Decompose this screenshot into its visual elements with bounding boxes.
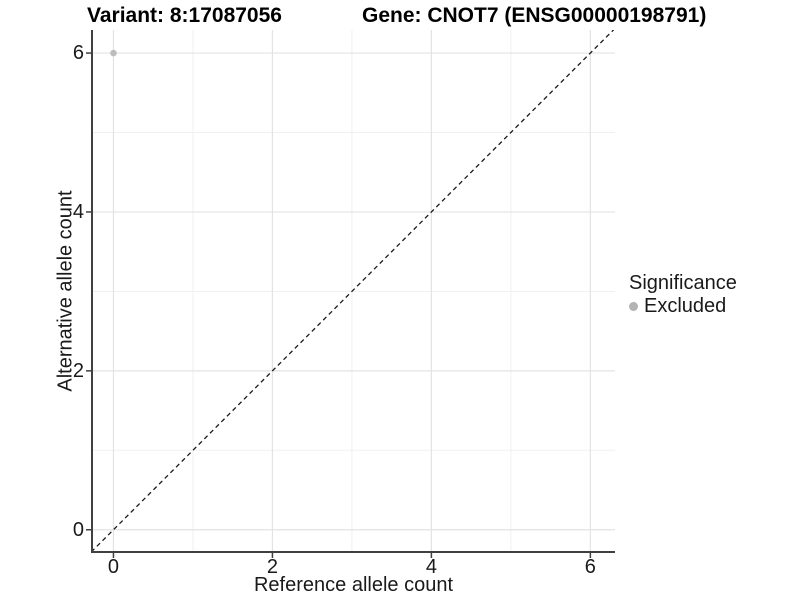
plot-title-variant: Variant: 8:17087056: [87, 4, 282, 27]
legend: Significance Excluded: [629, 272, 737, 317]
y-tick-label: 6: [72, 42, 84, 65]
legend-item-label: Excluded: [644, 295, 727, 317]
x-tick-label: 6: [584, 556, 596, 578]
y-axis-title: Alternative allele count: [54, 190, 77, 392]
data-point: [110, 49, 117, 57]
y-tick-label: 0: [72, 518, 84, 541]
x-tick-label: 4: [425, 556, 437, 578]
y-tick-label: 4: [72, 200, 84, 223]
legend-title: Significance: [629, 272, 737, 294]
x-tick-label: 0: [107, 556, 120, 578]
x-tick-label: 2: [266, 556, 278, 578]
identity-line: [92, 30, 615, 552]
x-axis-title: Reference allele count: [253, 574, 453, 596]
legend-items: Excluded: [629, 295, 737, 317]
plot-title-gene: Gene: CNOT7 (ENSG00000198791): [362, 4, 707, 27]
legend-swatch-icon: [629, 301, 638, 311]
legend-item: Excluded: [629, 295, 737, 317]
y-tick-label: 2: [72, 359, 84, 382]
